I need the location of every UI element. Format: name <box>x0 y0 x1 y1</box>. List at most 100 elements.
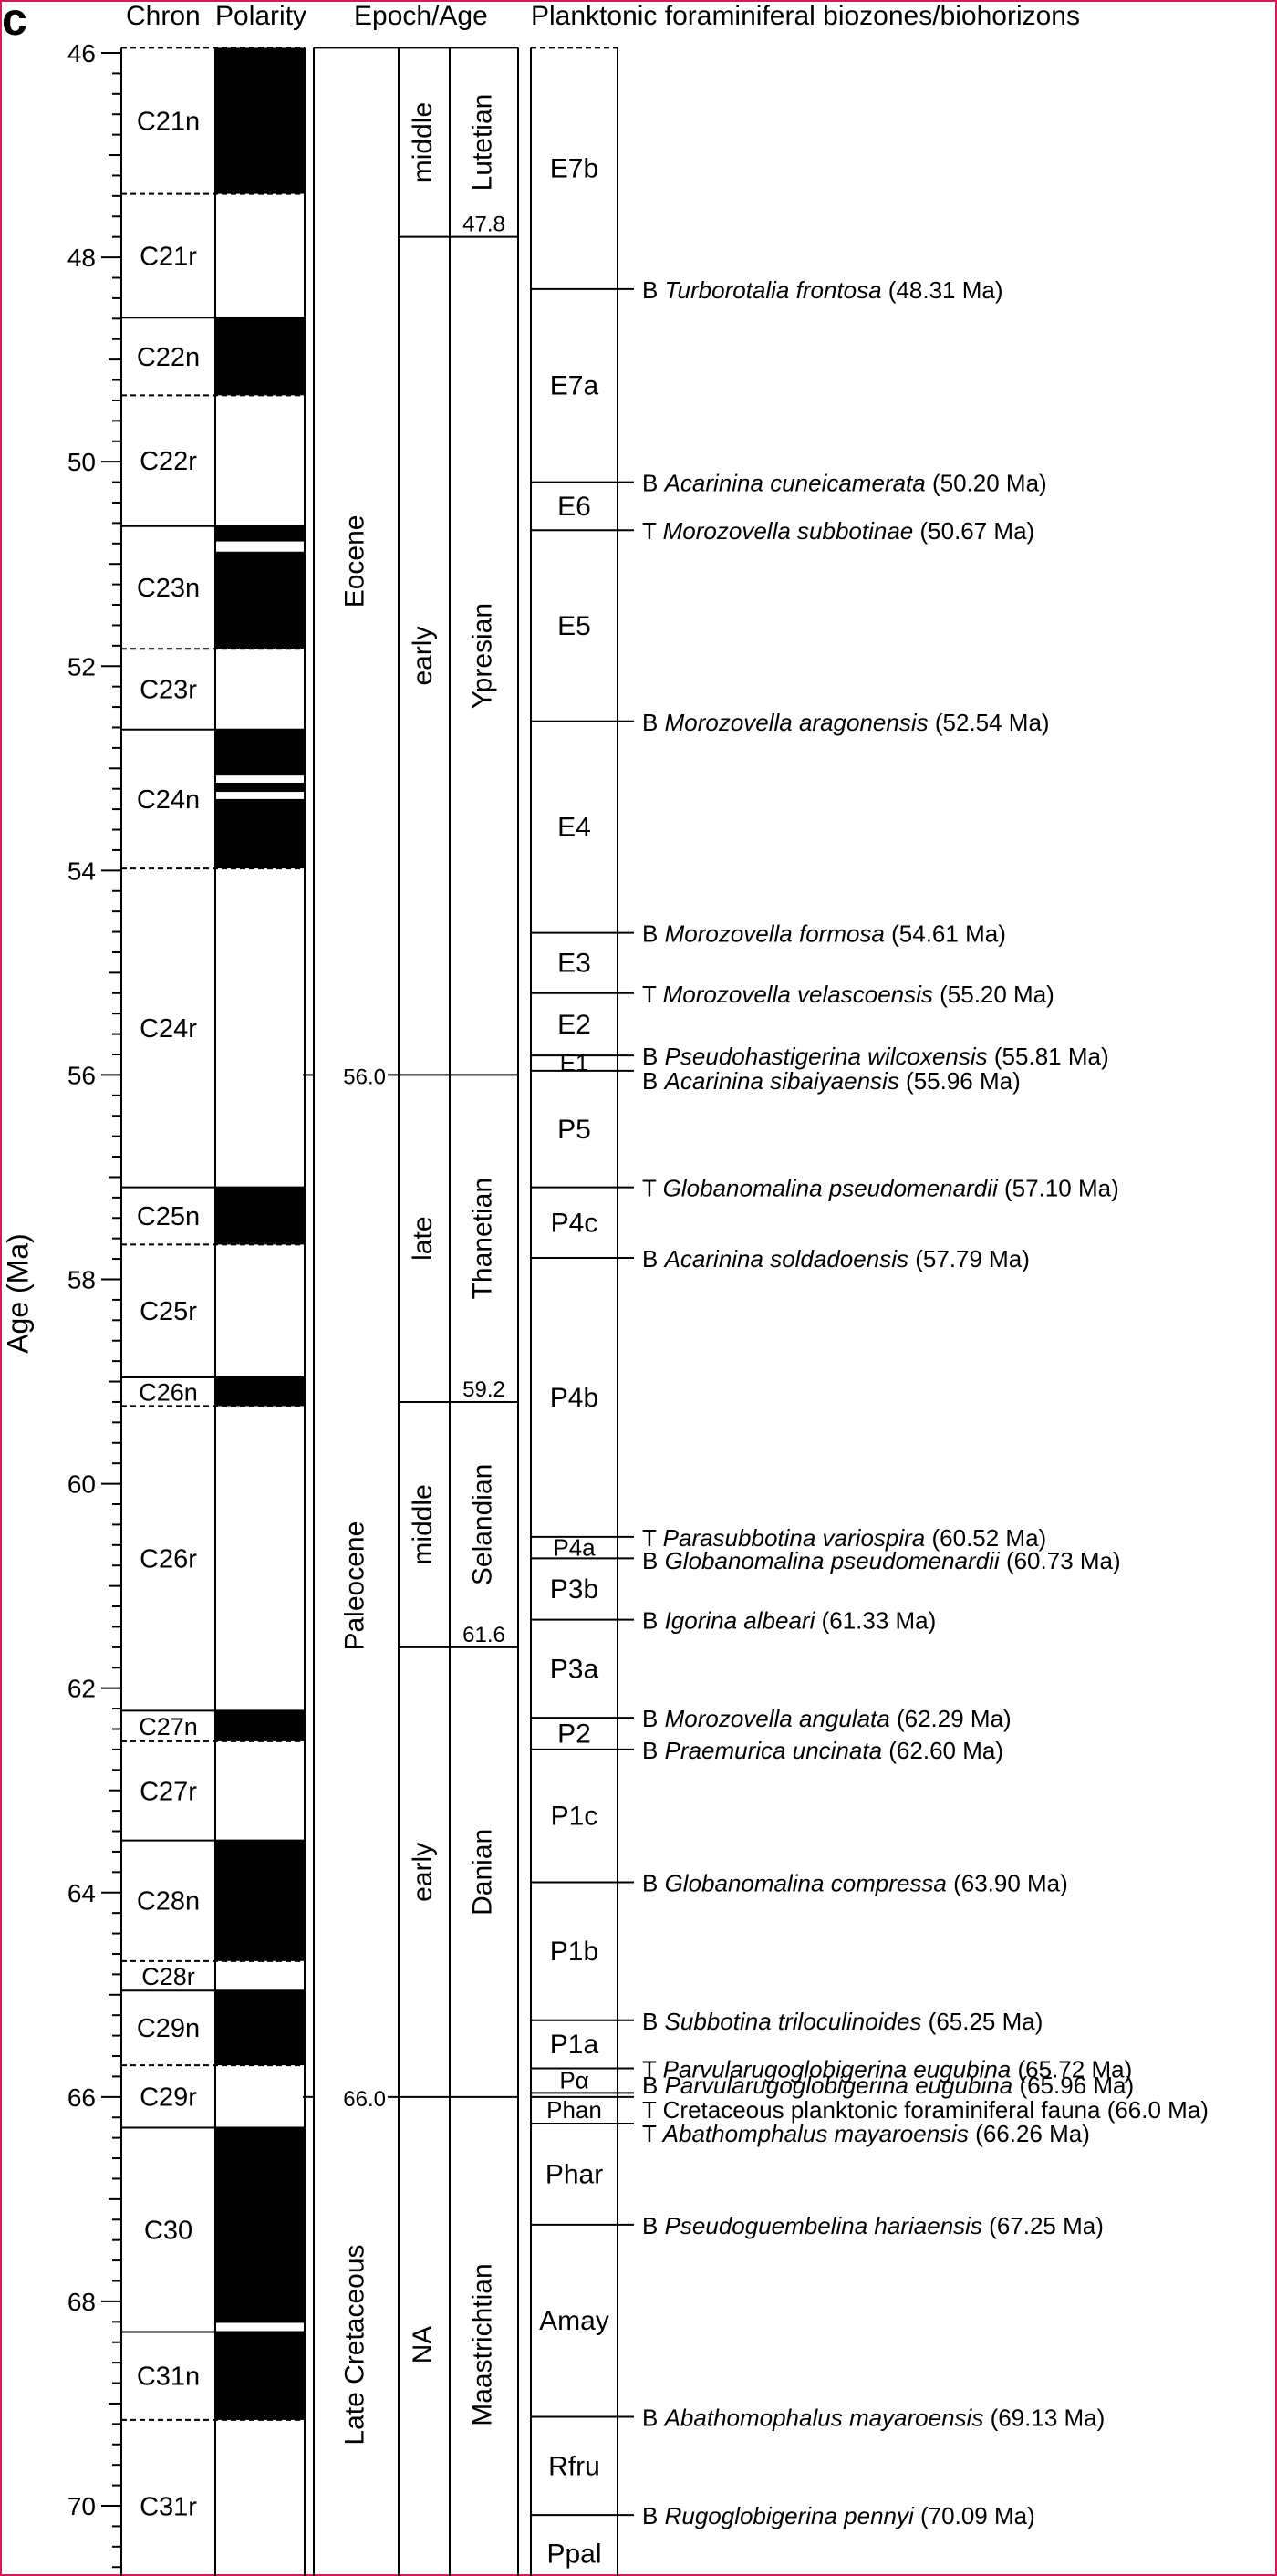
chron-label: C24n <box>137 785 200 815</box>
normal-polarity-block <box>215 1840 305 1961</box>
biohorizon-label: T Parasubbotina variospira (60.52 Ma) <box>642 1524 1046 1552</box>
biohorizon-label: B Abathomophalus mayaroensis (69.13 Ma) <box>642 2405 1105 2432</box>
biohorizon-label: B Igorina albeari (61.33 Ma) <box>642 1607 936 1635</box>
chron-label: C26r <box>140 1544 197 1574</box>
tick-label: 58 <box>67 1266 96 1294</box>
epoch-label: Paleocene <box>339 1522 369 1651</box>
tick-label: 52 <box>67 652 96 680</box>
stage-label: Ypresian <box>467 603 497 709</box>
chron-label: C29r <box>140 2083 197 2112</box>
biohorizon-label: T Abathomphalus mayaroensis (66.26 Ma) <box>642 2120 1090 2147</box>
normal-polarity-block <box>215 317 305 396</box>
biozone-label: P2 <box>557 1719 591 1750</box>
chron-label: C23n <box>137 574 200 603</box>
normal-polarity-block <box>215 729 305 776</box>
biohorizon-label: B Parvularugoglobigerina eugubina (65.96… <box>642 2072 1134 2099</box>
biozone-label: Ppal <box>546 2540 601 2570</box>
biohorizon-label: T Morozovella subbotinae (50.67 Ma) <box>642 517 1034 545</box>
biozone-label: Rfru <box>548 2451 600 2481</box>
normal-polarity-block <box>215 1377 305 1407</box>
biozone-label: P1b <box>550 1937 598 1967</box>
tick-label: 48 <box>67 244 96 272</box>
biohorizon-label: B Pseudoguembelina hariaensis (67.25 Ma) <box>642 2212 1104 2239</box>
biozone-label: E1 <box>560 1049 589 1076</box>
biozone-label: E7a <box>550 371 599 401</box>
chron-label: C25r <box>140 1297 197 1326</box>
biohorizon-label: B Subbotina triloculinoides (65.25 Ma) <box>642 2008 1043 2035</box>
stage-label: Thanetian <box>467 1178 497 1299</box>
normal-polarity-block <box>215 1710 305 1741</box>
biohorizon-label: T Globanomalina pseudomenardii (57.10 Ma… <box>642 1175 1119 1202</box>
chron-label: C29n <box>137 2014 200 2043</box>
chron-label: C21n <box>137 108 200 137</box>
chron-label: C22n <box>137 343 200 372</box>
chron-label: C28r <box>141 1963 195 1990</box>
tick-label: 62 <box>67 1675 96 1703</box>
header-chron: Chron <box>126 1 201 31</box>
biozone-label: P4c <box>551 1208 598 1238</box>
chron-label: C24r <box>140 1014 197 1044</box>
biozone-label: E4 <box>557 813 591 843</box>
subepoch-label: late <box>408 1216 438 1260</box>
chron-label: C30 <box>144 2216 192 2245</box>
biohorizon-label: B Praemurica uncinata (62.60 Ma) <box>642 1737 1003 1764</box>
normal-polarity-block <box>215 1187 305 1245</box>
normal-polarity-block <box>215 2127 305 2323</box>
biozone-label: P3b <box>550 1574 598 1605</box>
normal-polarity-block <box>215 782 305 793</box>
subepoch-label: middle <box>408 1484 438 1564</box>
tick-label: 70 <box>67 2492 96 2520</box>
biohorizon-label: B Pseudohastigerina wilcoxensis (55.81 M… <box>642 1043 1109 1070</box>
stage-label: Selandian <box>467 1464 497 1585</box>
biozone-label: Phan <box>546 2096 602 2124</box>
chron-label: C31r <box>140 2493 197 2522</box>
tick-label: 46 <box>67 39 96 68</box>
biohorizon-label: B Morozovella aragonensis (52.54 Ma) <box>642 709 1050 736</box>
biozone-label: E6 <box>557 492 591 522</box>
tick-label: 54 <box>67 857 96 885</box>
epoch-label: Eocene <box>339 515 369 608</box>
chron-label: C28n <box>137 1887 200 1916</box>
biohorizon-label: B Acarinina soldadoensis (57.79 Ma) <box>642 1245 1030 1272</box>
biohorizon-label: B Globanomalina pseudomenardii (60.73 Ma… <box>642 1547 1121 1574</box>
biohorizon-label: T Cretaceous planktonic foraminiferal fa… <box>642 2096 1209 2124</box>
stage-boundary-age: 59.2 <box>462 1377 505 1402</box>
biohorizon-label: B Morozovella formosa (54.61 Ma) <box>642 920 1006 948</box>
biozone-label: E5 <box>557 611 591 641</box>
chron-label: C27n <box>139 1713 198 1740</box>
biohorizon-label: B Turborotalia frontosa (48.31 Ma) <box>642 276 1003 304</box>
normal-polarity-block <box>215 551 305 649</box>
header-polarity: Polarity <box>215 1 307 31</box>
chron-label: C23r <box>140 675 197 704</box>
biohorizon-label: B Rugoglobigerina pennyi (70.09 Ma) <box>642 2502 1035 2529</box>
stage-label: Danian <box>467 1829 497 1916</box>
biozone-label: Amay <box>539 2306 609 2336</box>
tick-label: 68 <box>67 2288 96 2316</box>
chron-label: C22r <box>140 447 197 476</box>
chron-label: C26n <box>139 1379 198 1407</box>
epoch-boundary-age: 56.0 <box>343 1065 386 1089</box>
biozone-label: P4b <box>550 1383 598 1413</box>
header-biozones: Planktonic foraminiferal biozones/biohor… <box>531 1 1080 31</box>
epoch-label: Late Cretaceous <box>339 2244 369 2445</box>
subepoch-label: NA <box>408 2326 438 2364</box>
biozone-label: E7b <box>550 154 598 184</box>
chron-label: C21r <box>140 242 197 271</box>
biohorizon-label: T Morozovella velascoensis (55.20 Ma) <box>642 981 1054 1008</box>
chron-label: C27r <box>140 1777 197 1806</box>
biohorizon-label: T Parvularugoglobigerina eugubina (65.72… <box>642 2055 1132 2083</box>
stage-label: Maastrichtian <box>467 2263 497 2425</box>
biozone-label: P5 <box>557 1115 591 1145</box>
chron-label: C25n <box>137 1202 200 1231</box>
tick-label: 56 <box>67 1061 96 1089</box>
biozone-label: Phar <box>545 2159 603 2189</box>
subepoch-label: early <box>408 1843 438 1902</box>
biozone-label: P4a <box>553 1533 596 1561</box>
biozone-label: P1a <box>550 2030 599 2060</box>
stage-boundary-age: 61.6 <box>462 1623 505 1647</box>
subepoch-label: early <box>408 627 438 686</box>
subepoch-label: middle <box>408 102 438 182</box>
chron-label: C31n <box>137 2363 200 2392</box>
